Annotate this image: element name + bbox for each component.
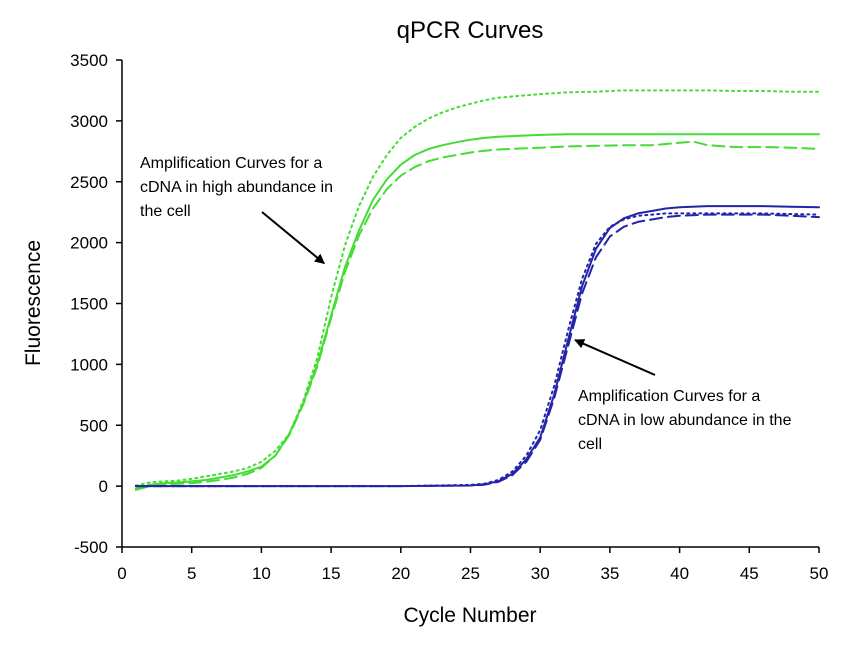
x-ticks: 0 5 10 15 20 25 30 35 40 45 50 — [117, 547, 828, 583]
annotation-low-line-2: cDNA in low abundance in the — [578, 412, 792, 429]
annotation-high-arrow — [261, 211, 325, 265]
y-tick-label: 3000 — [70, 112, 108, 131]
annotation-high-line-3: the cell — [140, 203, 191, 220]
chart-title: qPCR Curves — [397, 17, 544, 44]
plot-area: -500 0 500 1000 1500 2000 2500 3000 3500 0 5 10 15 2… — [70, 51, 828, 583]
x-tick-label: 10 — [252, 564, 271, 583]
x-tick-label: 50 — [810, 564, 829, 583]
y-tick-label: 3500 — [70, 51, 108, 70]
x-tick-label: 30 — [531, 564, 550, 583]
annotation-high-abundance: Amplification Curves for a cDNA in high … — [140, 155, 333, 265]
y-tick-label: 1500 — [70, 295, 108, 314]
y-axis-label: Fluorescence — [22, 240, 45, 366]
x-tick-label: 0 — [117, 564, 126, 583]
y-tick-label: 2500 — [70, 173, 108, 192]
x-tick-label: 40 — [670, 564, 689, 583]
annotation-low-arrow — [574, 339, 656, 376]
series-high-abundance-replicate-dotted — [134, 89, 820, 487]
series-high-abundance-replicate-dashed — [134, 140, 820, 491]
y-tick-label: -500 — [74, 538, 108, 557]
x-tick-label: 35 — [600, 564, 619, 583]
annotation-low-line-3: cell — [578, 436, 602, 453]
x-tick-label: 45 — [740, 564, 759, 583]
y-tick-label: 2000 — [70, 234, 108, 253]
y-tick-label: 500 — [80, 416, 108, 435]
x-axis-label: Cycle Number — [403, 604, 536, 627]
series-low-abundance-replicate-dashed — [134, 213, 820, 488]
annotation-high-line-1: Amplification Curves for a — [140, 155, 322, 172]
annotation-low-line-1: Amplification Curves for a — [578, 388, 760, 405]
series-low-abundance-replicate-solid — [134, 205, 820, 488]
annotation-high-line-2: cDNA in high abundance in — [140, 179, 333, 196]
y-tick-label: 0 — [99, 477, 108, 496]
series-low-abundance-replicate-dotted — [134, 212, 820, 488]
series-layer — [134, 89, 820, 491]
x-tick-label: 15 — [322, 564, 341, 583]
x-tick-label: 25 — [461, 564, 480, 583]
x-tick-label: 20 — [391, 564, 410, 583]
x-tick-label: 5 — [187, 564, 196, 583]
y-tick-label: 1000 — [70, 355, 108, 374]
y-ticks: -500 0 500 1000 1500 2000 2500 3000 3500 — [70, 51, 122, 557]
series-high-abundance-replicate-solid — [134, 133, 820, 490]
annotation-low-abundance: Amplification Curves for a cDNA in low a… — [574, 339, 792, 453]
